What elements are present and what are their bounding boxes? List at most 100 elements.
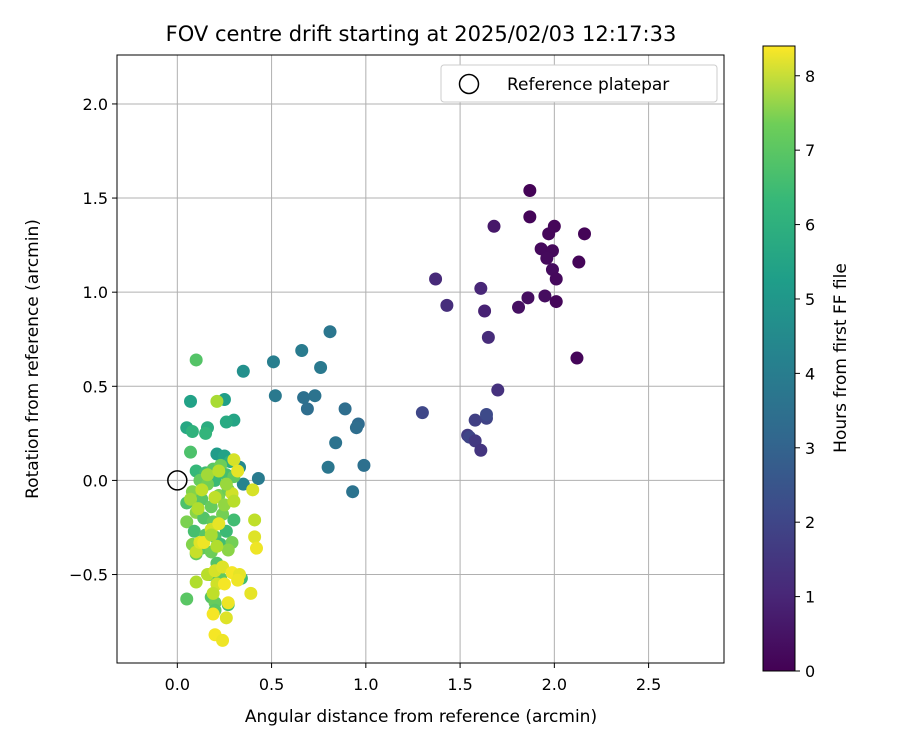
x-tick-label: 2.5 xyxy=(636,675,661,694)
x-tick-label: 1.0 xyxy=(353,675,378,694)
data-point xyxy=(479,408,493,422)
data-point xyxy=(314,360,328,374)
data-point xyxy=(512,300,526,314)
data-point xyxy=(266,355,280,369)
colorbar-tick-label: 8 xyxy=(805,67,815,86)
data-point xyxy=(184,394,198,408)
colorbar-tick-label: 1 xyxy=(805,588,815,607)
data-point xyxy=(221,596,235,610)
data-point xyxy=(523,184,537,198)
y-tick-label: −0.5 xyxy=(69,566,108,585)
reference-marker xyxy=(167,470,188,491)
data-point xyxy=(542,227,556,241)
colorbar-tick-label: 4 xyxy=(805,364,815,383)
data-point xyxy=(227,513,241,527)
data-point xyxy=(538,289,552,303)
reference-point xyxy=(167,470,188,491)
data-point xyxy=(487,219,501,233)
data-point xyxy=(572,255,586,269)
data-point xyxy=(468,434,482,448)
y-tick-label: 1.5 xyxy=(83,189,108,208)
data-point xyxy=(217,577,231,591)
colorbar-tick-label: 6 xyxy=(805,216,815,235)
data-points xyxy=(180,184,592,647)
data-point xyxy=(549,272,563,286)
data-point xyxy=(491,383,505,397)
data-point xyxy=(570,351,584,365)
data-point xyxy=(227,453,241,467)
data-point xyxy=(300,402,314,416)
data-point xyxy=(534,242,548,256)
data-point xyxy=(338,402,352,416)
colorbar-tick-label: 5 xyxy=(805,290,815,309)
y-axis-ticks: −0.5 0.0 0.5 1.0 1.5 2.0 xyxy=(69,95,117,585)
data-point xyxy=(210,539,224,553)
data-point xyxy=(429,272,443,286)
data-point xyxy=(221,543,235,557)
data-point xyxy=(249,541,263,555)
colorbar-tick-label: 2 xyxy=(805,513,815,532)
data-point xyxy=(246,483,260,497)
legend: Reference platepar xyxy=(440,64,718,103)
data-point xyxy=(478,304,492,318)
data-point xyxy=(204,528,218,542)
x-tick-label: 2.0 xyxy=(542,675,567,694)
data-point xyxy=(236,477,250,491)
data-point xyxy=(187,524,201,538)
chart-title: FOV centre drift starting at 2025/02/03 … xyxy=(166,22,677,46)
legend-box xyxy=(440,64,718,103)
data-point xyxy=(216,633,230,647)
data-point xyxy=(323,325,337,339)
data-point xyxy=(184,492,198,506)
data-point xyxy=(212,517,226,531)
data-point xyxy=(357,458,371,472)
data-point xyxy=(297,391,311,405)
colorbar: 0 1 2 3 4 5 6 7 8 Hours from first FF file xyxy=(762,45,851,681)
data-point xyxy=(231,464,245,478)
colorbar-gradient xyxy=(762,45,796,672)
y-tick-label: 2.0 xyxy=(83,95,108,114)
y-axis-label: Rotation from reference (arcmin) xyxy=(23,219,43,499)
data-point xyxy=(521,291,535,305)
x-axis-label: Angular distance from reference (arcmin) xyxy=(245,707,597,727)
data-point xyxy=(208,490,222,504)
data-point xyxy=(212,464,226,478)
data-point xyxy=(180,592,194,606)
data-point xyxy=(236,364,250,378)
data-point xyxy=(523,210,537,224)
colorbar-tick-label: 3 xyxy=(805,439,815,458)
data-point xyxy=(308,389,322,403)
colorbar-tick-label: 7 xyxy=(805,141,815,160)
data-point xyxy=(549,295,563,309)
data-point xyxy=(200,468,214,482)
data-point xyxy=(321,460,335,474)
data-point xyxy=(180,515,194,529)
data-point xyxy=(227,494,241,508)
data-point xyxy=(440,298,454,312)
data-point xyxy=(248,513,262,527)
colorbar-label: Hours from first FF file xyxy=(831,263,851,453)
data-point xyxy=(210,394,224,408)
data-point xyxy=(295,344,309,358)
data-point xyxy=(199,426,213,440)
data-point xyxy=(206,586,220,600)
data-point xyxy=(415,406,429,420)
data-point xyxy=(231,573,245,587)
y-tick-label: 0.0 xyxy=(83,471,108,490)
data-point xyxy=(248,530,262,544)
data-point xyxy=(195,483,209,497)
data-point xyxy=(268,389,282,403)
data-point xyxy=(474,443,488,457)
data-point xyxy=(251,472,265,486)
data-point xyxy=(219,415,233,429)
data-point xyxy=(191,502,205,516)
x-axis-ticks: 0.0 0.5 1.0 1.5 2.0 2.5 xyxy=(165,663,661,694)
data-point xyxy=(185,424,199,438)
colorbar-tick-label: 0 xyxy=(805,662,815,681)
y-tick-label: 0.5 xyxy=(83,377,108,396)
data-point xyxy=(189,575,203,589)
plot-frame xyxy=(116,54,725,664)
legend-label: Reference platepar xyxy=(507,75,669,95)
data-point xyxy=(216,560,230,574)
data-point xyxy=(481,330,495,344)
